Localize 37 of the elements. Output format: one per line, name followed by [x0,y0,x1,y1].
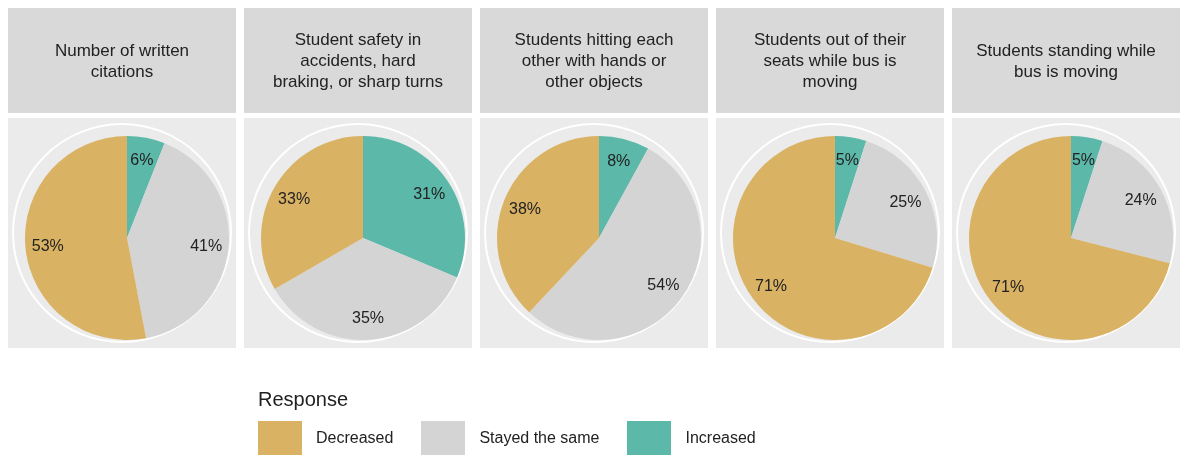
data-label: 35% [352,308,385,326]
pie-slice [274,238,458,340]
pie-slice [127,136,165,238]
pie-slice [1071,136,1103,238]
data-label: 25% [889,192,922,210]
legend-title: Response [258,388,350,411]
legend-label: Decreased [316,429,394,447]
pie-slice [1071,140,1173,264]
legend-label: Stayed the same [479,429,600,447]
data-label: 5% [835,150,859,168]
pie-slice [835,136,867,238]
data-label: 8% [607,152,631,170]
data-label: 71% [992,278,1025,296]
pie-slice [733,136,933,340]
data-label: 5% [1071,150,1096,168]
pie-slice [261,136,363,289]
chart-title: Student safety in accidents, hard braking, or sharp turns [244,8,472,113]
chart-title: Number of written citations [8,8,236,113]
chart-title: Students standing while bus is moving [952,8,1180,113]
pie-slice [835,140,937,268]
chart-title: Students hitting each other with hands or other objects [480,8,708,113]
data-label: 53% [31,236,64,254]
data-label: 71% [755,276,788,294]
data-label: 31% [413,185,446,203]
pie-slice [969,136,1170,340]
pie-slice [363,136,465,278]
data-label: 54% [647,276,680,294]
legend-label: Increased [685,429,756,447]
data-label: 6% [130,151,154,169]
data-label: 41% [190,236,223,254]
pie-slice [127,143,229,339]
data-label: 33% [278,189,311,207]
pie-slice [497,136,599,313]
data-label: 38% [509,200,542,218]
data-label: 24% [1124,191,1157,209]
chart-title: Students out of their seats while bus is moving [716,8,944,113]
pie-slice [599,136,649,238]
